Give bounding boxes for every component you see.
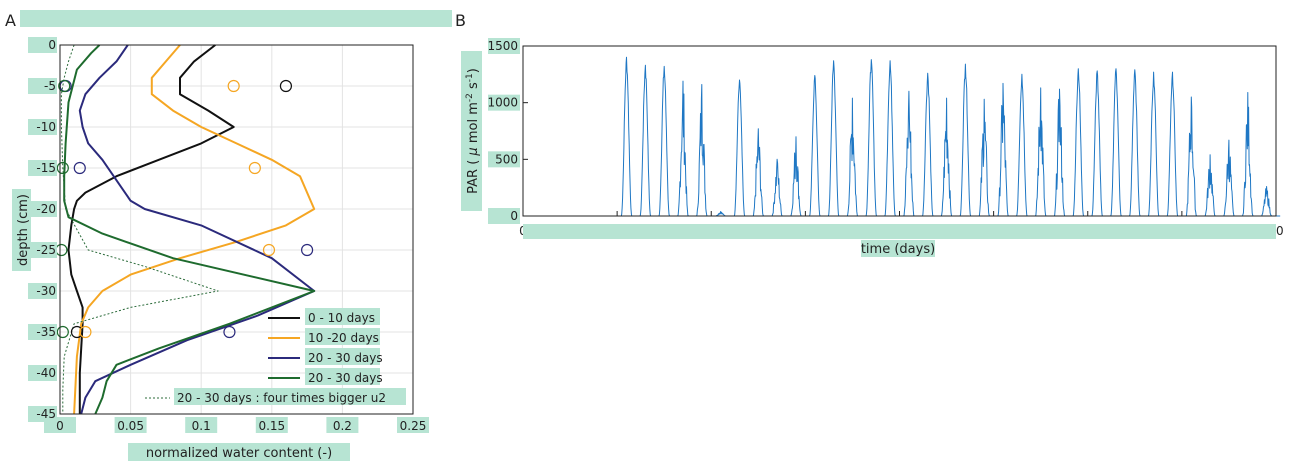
- panel-a-legend: 0 - 10 days 10 -20 days 20 - 30 days 20 - 3…: [145, 308, 406, 405]
- panel-a-x-tick-label: 0.05: [117, 419, 144, 433]
- panel-a-measured-point: [301, 243, 314, 257]
- panel-a-legend-entry: 20 - 30 days: [308, 351, 383, 365]
- panel-b-y-tick-label: 0: [510, 209, 518, 223]
- panel-a-measured-point: [279, 79, 293, 93]
- panel-a-measured-point: [248, 161, 261, 175]
- panel-a-x-tick-label: 0.15: [258, 419, 285, 433]
- panel-a-x-axis-label: normalized water content (-): [146, 446, 332, 461]
- panel-a-x-tick-label: 0.25: [400, 419, 427, 433]
- panel-a-measured-point: [56, 325, 69, 339]
- panel-a-measured-point: [223, 325, 236, 339]
- panel-a-y-axis-label: depth (cm): [16, 194, 31, 266]
- panel-a-y-tick-label: 0: [48, 38, 56, 52]
- panel-a: A 0 0.05 0.1 0.15 0.2 0.25 0 -5 -10 -15 -20 -25 -30…: [5, 10, 452, 461]
- panel-a-measured-point: [262, 243, 276, 257]
- panel-a-y-tick-label: -35: [36, 325, 56, 339]
- panel-a-series-line-4: [60, 44, 219, 414]
- panel-a-y-ticks: 0 -5 -10 -15 -20 -25 -30 -35 -40 -45: [28, 37, 57, 422]
- panel-b-y-tick-label: 500: [495, 152, 518, 166]
- panel-a-legend-entry: 10 -20 days: [308, 331, 379, 345]
- panel-b-y-tick-label: 1500: [487, 39, 518, 53]
- panel-a-legend-entry: 20 - 30 days: [308, 371, 383, 385]
- panel-b-axes-box: [522, 45, 1277, 217]
- panel-a-measured-point: [79, 325, 92, 339]
- panel-a-y-tick-label: -40: [36, 366, 56, 380]
- panel-b-x-axis-label: time (days): [861, 242, 935, 257]
- panel-b-par-line: [523, 56, 1281, 217]
- panel-a-y-tick-label: -10: [36, 120, 56, 134]
- panel-a-series-line-1: [73, 44, 316, 415]
- panel-b-y-ticks: 0 500 1000 1500: [487, 38, 528, 224]
- panel-a-measured-point: [58, 79, 71, 93]
- panel-a-y-tick-label: -20: [36, 202, 56, 216]
- panel-a-measured-point: [73, 161, 86, 175]
- panel-a-measurements: [55, 79, 314, 339]
- panel-a-x-tick-label: 0.2: [333, 419, 352, 433]
- panel-a-x-ticks: 0 0.05 0.1 0.15 0.2 0.25: [44, 417, 429, 433]
- panel-a-y-tick-label: -5: [44, 79, 56, 93]
- panel-a-legend-entry: 0 - 10 days: [308, 311, 375, 325]
- panel-a-measured-point: [56, 161, 69, 175]
- panel-a-axes-box: [59, 44, 414, 415]
- panel-a-x-tick-label: 0.1: [192, 419, 211, 433]
- panel-a-label: A: [5, 11, 16, 30]
- panel-a-y-tick-label: -25: [36, 243, 56, 257]
- panel-a-series-line-2: [78, 44, 316, 415]
- panel-a-y-tick-label: -45: [36, 407, 56, 421]
- panel-a-measured-point: [70, 325, 84, 339]
- panel-a-measured-point: [227, 79, 240, 93]
- panel-a-y-tick-label: -15: [36, 161, 56, 175]
- panel-a-legend-entry: 20 - 30 days : four times bigger u2: [177, 391, 386, 405]
- panel-a-x-tick-label: 0: [56, 419, 64, 433]
- panel-b-y-axis-label: PAR ( μ mol m-2 s-1): [465, 68, 481, 194]
- panel-a-series-line-3: [63, 44, 316, 415]
- panel-b-par-series: [523, 56, 1281, 217]
- panel-b-label: B: [455, 11, 466, 30]
- panel-b-y-tick-label: 1000: [487, 96, 518, 110]
- panel-a-y-tick-label: -30: [36, 284, 56, 298]
